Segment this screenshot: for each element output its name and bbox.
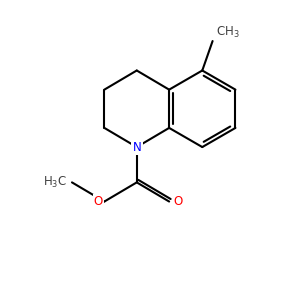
Text: O: O — [174, 195, 183, 208]
Text: H$_3$C: H$_3$C — [44, 175, 68, 190]
Text: CH$_3$: CH$_3$ — [215, 25, 239, 40]
Text: N: N — [132, 141, 141, 154]
Text: O: O — [94, 195, 103, 208]
